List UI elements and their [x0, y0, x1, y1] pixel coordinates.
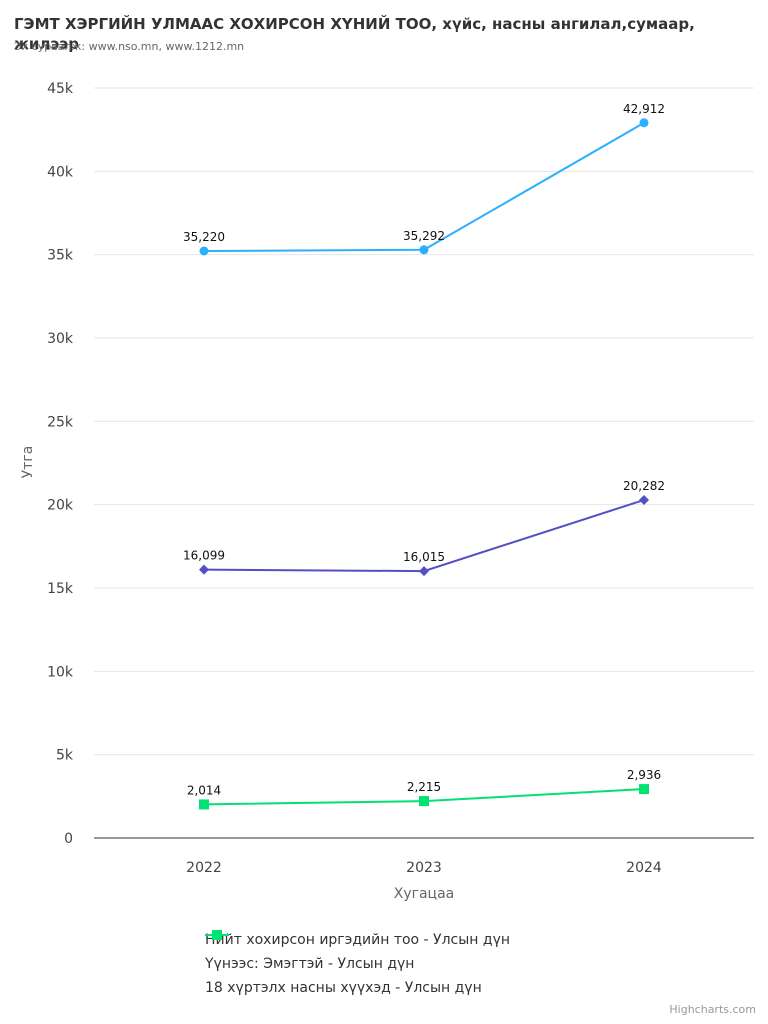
series-2: 16,099 16,015 20,282	[183, 479, 665, 577]
data-point[interactable]	[639, 118, 649, 128]
x-tick-label: 2022	[186, 860, 222, 876]
x-tick-label: 2023	[406, 860, 442, 876]
y-axis-title: Утга	[20, 446, 36, 479]
data-point[interactable]	[199, 799, 209, 810]
y-tick-label: 40k	[47, 164, 74, 180]
legend-item-2[interactable]: Үүнээс: Эмэгтэй - Улсын дүн	[205, 930, 510, 976]
data-label: 35,292	[403, 229, 445, 243]
grid-lines	[94, 87, 754, 839]
data-point[interactable]	[419, 796, 429, 807]
y-axis-ticks: 0 5k 10k 15k 20k 25k 30k 35k 40k 45k	[47, 81, 74, 847]
legend-item-1[interactable]: Нийт хохирсон иргэдийн тоо - Улсын дүн	[205, 928, 510, 952]
y-tick-label: 30k	[47, 331, 74, 347]
data-label: 16,099	[183, 549, 225, 563]
y-tick-label: 10k	[47, 664, 74, 680]
legend-marker	[212, 930, 222, 940]
data-point[interactable]	[639, 494, 649, 505]
series-group: 35,220 35,292 42,912 16,099 16,015 20,282 2,01…	[183, 102, 665, 810]
legend-item-3[interactable]: 18 хүртэлх насны хүүхэд - Улсын дүн	[205, 930, 510, 1000]
data-label: 42,912	[623, 102, 665, 116]
legend-symbol	[205, 930, 229, 940]
data-point[interactable]	[419, 566, 429, 577]
y-tick-label: 0	[64, 831, 73, 847]
y-tick-label: 35k	[47, 248, 74, 264]
data-point[interactable]	[639, 784, 649, 795]
data-label: 2,215	[407, 780, 441, 794]
data-point[interactable]	[199, 246, 209, 256]
legend-label: Үүнээс: Эмэгтэй - Улсын дүн	[205, 956, 415, 972]
data-point[interactable]	[199, 564, 209, 575]
y-tick-label: 25k	[47, 414, 74, 430]
y-tick-label: 45k	[47, 81, 74, 97]
x-axis-title: Хугацаа	[394, 886, 455, 902]
chart-legend: Нийт хохирсон иргэдийн тоо - Улсын дүн Үү…	[205, 928, 510, 1000]
y-tick-label: 5k	[56, 748, 74, 764]
legend-label: Нийт хохирсон иргэдийн тоо - Улсын дүн	[205, 932, 511, 948]
credits-link[interactable]: Highcharts.com	[669, 1003, 756, 1016]
data-label: 2,014	[187, 783, 221, 797]
legend-label: 18 хүртэлх насны хүүхэд - Улсын дүн	[205, 980, 482, 996]
series-3: 2,014 2,215 2,936	[187, 768, 661, 810]
data-label: 2,936	[627, 768, 661, 782]
data-label: 35,220	[183, 230, 225, 244]
data-label: 16,015	[403, 550, 445, 564]
data-point[interactable]	[419, 245, 429, 255]
y-tick-label: 20k	[47, 498, 74, 514]
data-label: 20,282	[623, 479, 665, 493]
x-axis-ticks: 2022 2023 2024	[186, 860, 662, 876]
y-tick-label: 15k	[47, 581, 74, 597]
chart-title: ГЭМТ ХЭРГИЙН УЛМААС ХОХИРСОН ХҮНИЙ ТОО, …	[14, 15, 695, 53]
x-tick-label: 2024	[626, 860, 662, 876]
series-1: 35,220 35,292 42,912	[183, 102, 665, 256]
chart-subtitle: Эх сурвалж: www.nso.mn, www.1212.mn	[14, 40, 245, 53]
